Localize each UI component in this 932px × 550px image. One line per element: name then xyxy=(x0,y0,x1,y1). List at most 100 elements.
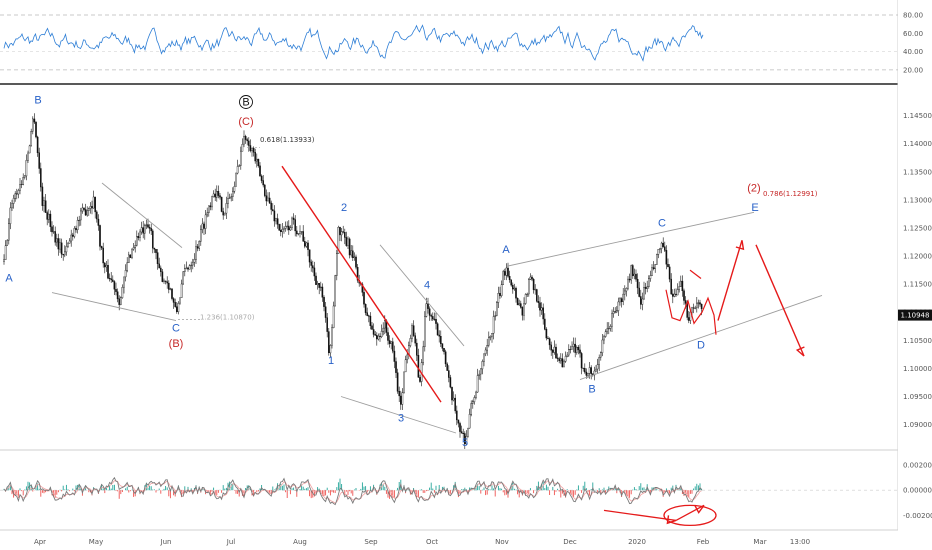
candle xyxy=(520,300,522,309)
candle xyxy=(388,335,391,348)
candle xyxy=(496,301,498,317)
candle xyxy=(502,269,505,285)
candle xyxy=(524,293,527,305)
candle xyxy=(505,263,508,281)
time-axis-tick: Dec xyxy=(563,538,577,546)
candle xyxy=(7,218,10,245)
wave-label: B xyxy=(34,94,41,106)
candle xyxy=(580,351,583,375)
candle xyxy=(483,353,485,367)
candle xyxy=(56,233,58,247)
time-axis-tick: 2020 xyxy=(628,538,646,546)
candle xyxy=(254,148,257,164)
candle xyxy=(142,221,145,239)
candle xyxy=(44,194,47,213)
candle xyxy=(51,221,53,237)
candle xyxy=(363,287,365,308)
candle xyxy=(491,333,493,343)
candle xyxy=(608,322,610,335)
candle xyxy=(185,261,188,270)
candle xyxy=(548,337,551,350)
candle xyxy=(456,405,458,426)
candle xyxy=(579,344,581,358)
rsi-axis-tick: 80.00 xyxy=(903,12,923,20)
candle xyxy=(116,288,119,303)
candle xyxy=(235,172,237,187)
candle xyxy=(276,213,279,229)
candle xyxy=(86,206,88,217)
candle xyxy=(667,258,669,268)
candle xyxy=(180,279,183,298)
candle xyxy=(140,221,143,235)
candle xyxy=(265,189,268,206)
fib-label: 1.236(1.10870) xyxy=(200,314,255,322)
candle xyxy=(476,368,479,393)
candle xyxy=(350,245,353,258)
candle xyxy=(103,262,106,274)
candle xyxy=(366,307,369,317)
candle xyxy=(54,226,56,246)
candle xyxy=(590,365,592,380)
candle xyxy=(624,285,626,301)
time-axis[interactable]: Apr May Jun Jul Aug Sep Oct Nov Dec 2020 Feb Mar 13:… xyxy=(0,529,898,550)
candle xyxy=(582,367,584,372)
candle xyxy=(462,428,465,439)
candle xyxy=(318,283,321,295)
candle xyxy=(414,332,417,347)
candle xyxy=(419,374,421,383)
candle xyxy=(272,203,274,212)
candle xyxy=(638,281,640,298)
candle xyxy=(595,365,597,373)
candle xyxy=(241,138,244,152)
candle xyxy=(324,302,327,323)
candle xyxy=(127,251,130,263)
triangle-support-line xyxy=(579,294,823,381)
candle xyxy=(409,334,412,348)
candle xyxy=(387,327,389,345)
candle xyxy=(4,240,7,260)
candle xyxy=(182,271,185,285)
red-trend-line xyxy=(281,165,442,403)
wave-label: 3 xyxy=(398,413,404,425)
candle xyxy=(259,162,261,177)
candle xyxy=(513,283,516,291)
candle xyxy=(247,137,250,152)
rsi-axis-tick: 40.00 xyxy=(903,48,923,56)
candle xyxy=(344,228,346,245)
candle xyxy=(321,283,324,302)
divergence-circle xyxy=(663,504,717,527)
candle xyxy=(648,275,650,289)
candle xyxy=(167,280,170,294)
candle xyxy=(40,162,42,192)
candle xyxy=(111,275,114,283)
candle xyxy=(632,264,634,279)
candle xyxy=(76,216,79,234)
candle xyxy=(188,264,191,270)
candle xyxy=(174,298,177,308)
candle xyxy=(57,233,60,256)
candle xyxy=(28,144,31,154)
candle xyxy=(542,303,544,325)
candle xyxy=(635,269,637,282)
candle xyxy=(222,207,225,220)
candle xyxy=(92,190,95,209)
candle xyxy=(576,345,578,355)
price-axis-tick: 1.12000 xyxy=(903,253,932,261)
candle xyxy=(649,270,652,282)
candle xyxy=(52,225,55,234)
candle xyxy=(59,238,61,253)
candle xyxy=(646,280,648,293)
time-axis-tick: Jun xyxy=(160,538,172,546)
candle xyxy=(244,134,247,144)
candle xyxy=(236,159,239,175)
candle xyxy=(294,215,297,237)
candle xyxy=(664,241,666,252)
candle xyxy=(600,351,602,361)
price-axis[interactable]: 80.00 60.00 40.00 20.00 1.14500 1.14000 1.1350… xyxy=(898,0,932,530)
candle xyxy=(302,225,305,242)
candle xyxy=(308,249,311,268)
candle xyxy=(164,280,167,285)
candle xyxy=(91,200,93,215)
wave-label: C xyxy=(658,217,666,229)
